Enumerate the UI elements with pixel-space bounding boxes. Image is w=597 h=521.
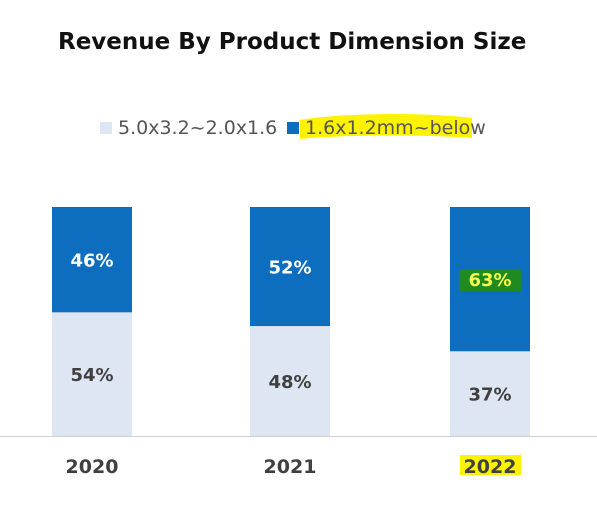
bar-2021-series-2 xyxy=(250,207,330,327)
bar-2021-series-1 xyxy=(250,326,330,436)
legend-highlight-mark xyxy=(300,114,472,139)
data-label-highlight xyxy=(459,269,521,292)
legend-swatch-2 xyxy=(287,122,299,134)
plot-area: 54% 46% 48% 52% 37% 63% xyxy=(52,207,530,436)
legend-label-2: 1.6x1.2mm~below xyxy=(305,117,486,139)
data-label-2022-series-2: 63% xyxy=(468,270,511,291)
x-tick-2021: 2021 xyxy=(264,456,317,478)
bar-2020-series-2 xyxy=(52,207,132,313)
bar-2020-series-1 xyxy=(52,312,132,436)
legend: 5.0x3.2~2.0x1.6 1.6x1.2mm~below xyxy=(100,114,486,139)
x-tick-2022: 2022 xyxy=(464,456,517,478)
tick-highlight-mark xyxy=(460,455,521,475)
x-tick-2020: 2020 xyxy=(66,456,119,478)
legend-swatch-1 xyxy=(100,122,112,134)
data-label-2022-series-1: 37% xyxy=(468,385,511,406)
x-axis: 2020 2021 2022 xyxy=(0,436,597,478)
data-label-2020-series-2: 46% xyxy=(70,251,113,272)
data-label-2021-series-2: 52% xyxy=(268,258,311,279)
legend-label-1: 5.0x3.2~2.0x1.6 xyxy=(118,117,277,139)
chart-title: Revenue By Product Dimension Size xyxy=(58,29,526,55)
data-label-2021-series-1: 48% xyxy=(268,372,311,393)
bar-2022-series-1 xyxy=(450,351,530,436)
data-label-2020-series-1: 54% xyxy=(70,365,113,386)
